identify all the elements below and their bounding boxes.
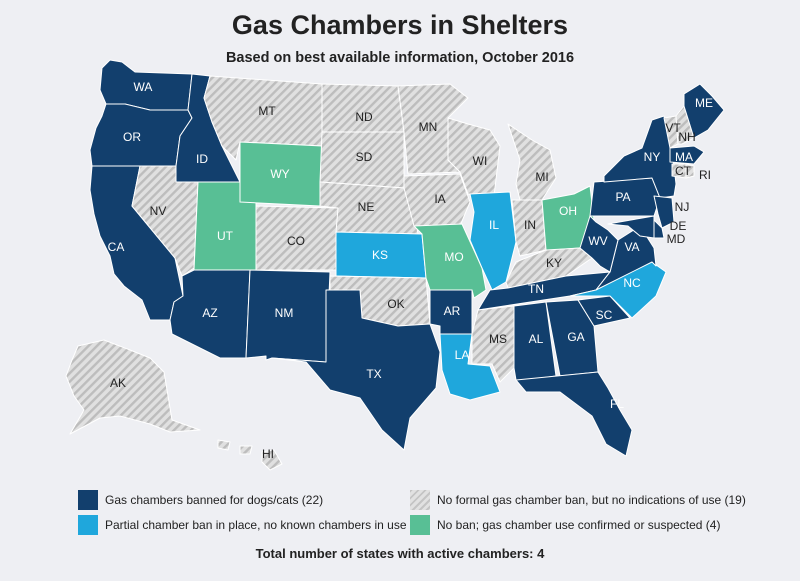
state-label-il: IL xyxy=(489,218,499,232)
legend-label-banned: Gas chambers banned for dogs/cats (22) xyxy=(105,493,324,507)
state-label-nd: ND xyxy=(355,110,373,124)
state-label-in: IN xyxy=(524,218,536,232)
state-label-hi: HI xyxy=(262,447,274,461)
state-label-mi: MI xyxy=(535,170,548,184)
state-label-ia: IA xyxy=(434,192,445,206)
state-ga xyxy=(545,299,599,377)
state-label-vt: VT xyxy=(665,121,681,135)
state-label-wv: WV xyxy=(588,234,607,248)
state-label-pa: PA xyxy=(615,190,630,204)
state-nd xyxy=(321,83,405,133)
state-label-wa: WA xyxy=(134,80,153,94)
legend-item-banned: Gas chambers banned for dogs/cats (22) xyxy=(78,490,323,510)
legend-item-partial: Partial chamber ban in place, no known c… xyxy=(78,515,425,535)
state-sc xyxy=(577,295,631,327)
state-label-ne: NE xyxy=(358,200,375,214)
state-nj xyxy=(653,195,675,229)
state-label-la: LA xyxy=(455,348,470,362)
state-label-ny: NY xyxy=(644,150,661,164)
state-label-ca: CA xyxy=(108,240,125,254)
legend-swatch-noban xyxy=(410,515,430,535)
state-label-va: VA xyxy=(624,240,639,254)
state-label-ak: AK xyxy=(110,376,126,390)
state-label-al: AL xyxy=(529,332,544,346)
state-tx xyxy=(271,289,441,451)
state-label-az: AZ xyxy=(202,306,217,320)
state-label-nv: NV xyxy=(150,204,167,218)
state-label-nh: NH xyxy=(678,130,695,144)
state-me xyxy=(683,83,725,139)
legend-swatch-noinfo xyxy=(410,490,430,510)
legend-item-noban: No ban; gas chamber use confirmed or sus… xyxy=(410,515,720,535)
state-label-mo: MO xyxy=(444,250,463,264)
state-label-co: CO xyxy=(287,234,305,248)
state-label-sd: SD xyxy=(356,150,373,164)
state-label-ks: KS xyxy=(372,248,388,262)
state-nm xyxy=(245,269,331,363)
state-label-nm: NM xyxy=(275,306,294,320)
state-md xyxy=(607,215,655,239)
state-label-id: ID xyxy=(196,152,208,166)
state-label-ri: RI xyxy=(699,168,711,182)
state-label-nj: NJ xyxy=(675,200,690,214)
state-mi xyxy=(507,123,557,201)
state-label-mn: MN xyxy=(419,120,438,134)
legend-item-noinfo: No formal gas chamber ban, but no indica… xyxy=(410,490,746,510)
state-label-tn: TN xyxy=(528,282,544,296)
state-label-md: MD xyxy=(667,232,686,246)
state-ak xyxy=(65,339,201,435)
legend-swatch-banned xyxy=(78,490,98,510)
state-mo xyxy=(413,223,487,299)
state-in xyxy=(511,199,547,257)
state-label-mt: MT xyxy=(258,104,276,118)
state-or xyxy=(89,103,193,167)
state-label-or: OR xyxy=(123,130,141,144)
state-label-ok: OK xyxy=(387,297,404,311)
state-label-fl: FL xyxy=(610,397,624,411)
state-label-me: ME xyxy=(695,96,713,110)
state-hi xyxy=(217,439,283,471)
state-ma xyxy=(669,145,705,165)
state-label-ct: CT xyxy=(675,164,692,178)
state-ri xyxy=(685,163,695,179)
map-subtitle: Based on best available information, Oct… xyxy=(225,50,575,66)
state-fl xyxy=(515,371,633,457)
state-label-de: DE xyxy=(670,219,687,233)
state-label-ms: MS xyxy=(489,332,507,346)
state-label-oh: OH xyxy=(559,204,577,218)
active-chambers-total: Total number of states with active chamb… xyxy=(255,546,545,561)
state-nh xyxy=(675,105,695,145)
map-title: Gas Chambers in Shelters xyxy=(231,10,569,40)
legend-label-partial: Partial chamber ban in place, no known c… xyxy=(105,518,425,532)
state-label-wi: WI xyxy=(473,154,488,168)
state-label-ky: KY xyxy=(546,256,562,270)
state-label-ga: GA xyxy=(567,330,584,344)
state-wv xyxy=(579,215,619,273)
legend-swatch-partial xyxy=(78,515,98,535)
state-label-tx: TX xyxy=(366,367,381,381)
state-la xyxy=(439,333,501,401)
legend-label-noinfo: No formal gas chamber ban, but no indica… xyxy=(437,493,746,507)
state-label-ma: MA xyxy=(675,150,693,164)
state-label-wy: WY xyxy=(270,167,289,181)
state-label-ut: UT xyxy=(217,229,234,243)
state-label-ar: AR xyxy=(444,304,461,318)
state-label-sc: SC xyxy=(596,308,613,322)
state-label-nc: NC xyxy=(623,276,641,290)
legend-label-noban: No ban; gas chamber use confirmed or sus… xyxy=(437,518,721,532)
